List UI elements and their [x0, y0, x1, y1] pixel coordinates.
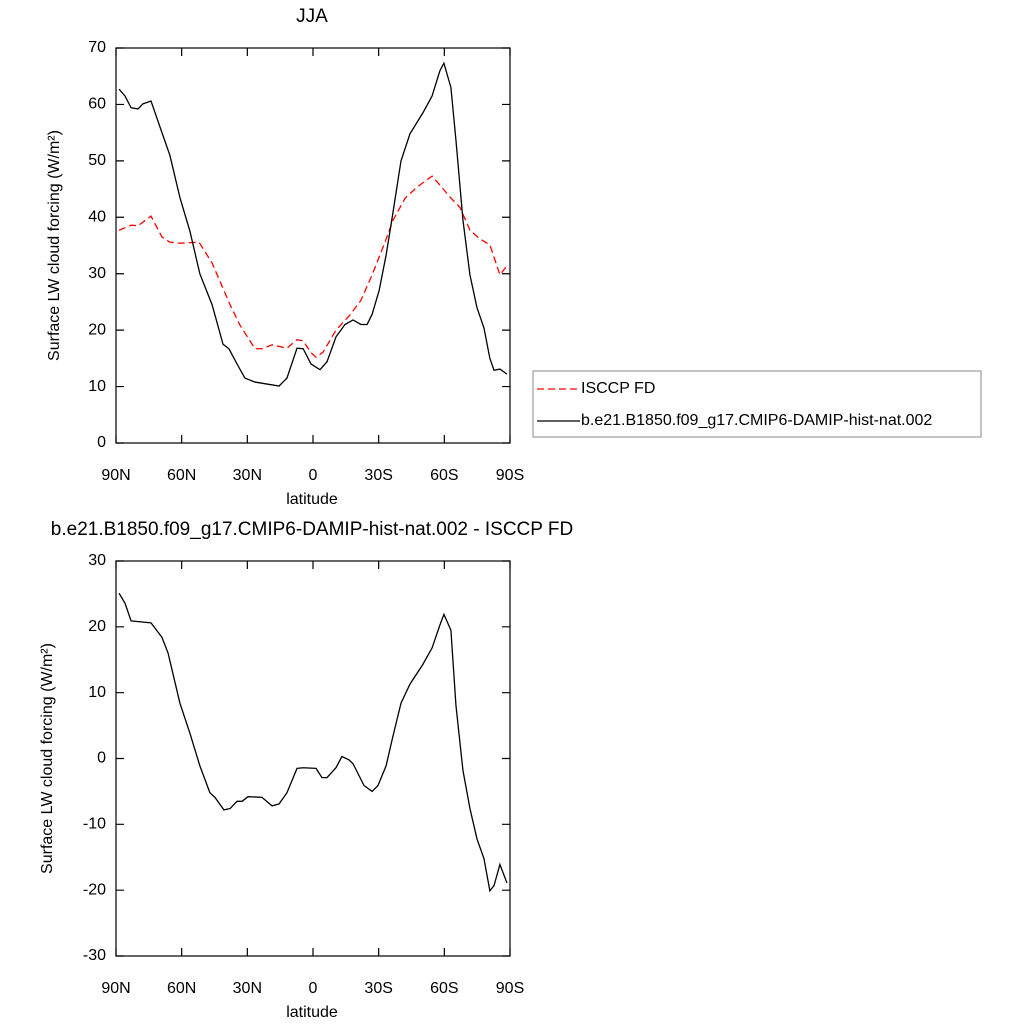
y-tick-label: 20	[88, 321, 106, 338]
y-tick-label: 40	[88, 209, 106, 226]
x-axis-label: latitude	[286, 491, 338, 508]
y-tick-label: 0	[97, 434, 106, 451]
y-tick-label: 30	[88, 265, 106, 282]
x-tick-label: 30N	[233, 467, 262, 484]
legend: ISCCP FD b.e21.B1850.f09_g17.CMIP6-DAMIP-…	[532, 370, 982, 438]
x-tick-label: 30S	[364, 467, 392, 484]
x-tick-label: 90S	[496, 980, 524, 997]
y-tick-label: -30	[83, 947, 106, 964]
plot-frame	[115, 560, 511, 957]
y-tick-label: 50	[88, 152, 106, 169]
y-tick-label: -20	[83, 881, 106, 898]
data-line	[118, 592, 508, 893]
data-line	[118, 175, 508, 359]
x-tick-label: 60S	[430, 980, 458, 997]
legend-box	[532, 370, 982, 438]
y-tick-label: 20	[88, 618, 106, 635]
legend-label: ISCCP FD	[581, 380, 655, 397]
x-tick-label: 0	[309, 980, 318, 997]
y-tick-label: -10	[83, 816, 106, 833]
x-tick-label: 30N	[233, 980, 262, 997]
x-tick-label: 60N	[167, 467, 196, 484]
chart-title: JJA	[296, 6, 328, 27]
y-tick-label: 10	[88, 378, 106, 395]
y-tick-label: 0	[97, 750, 106, 767]
x-tick-label: 90S	[496, 467, 524, 484]
y-axis-label: Surface LW cloud forcing (W/m²)	[46, 130, 63, 361]
y-tick-label: 10	[88, 684, 106, 701]
legend-label: b.e21.B1850.f09_g17.CMIP6-DAMIP-hist-nat…	[581, 412, 932, 429]
x-axis-label: latitude	[286, 1004, 338, 1021]
chart-title: b.e21.B1850.f09_g17.CMIP6-DAMIP-hist-nat…	[51, 519, 573, 540]
x-tick-label: 90N	[101, 980, 130, 997]
x-tick-label: 30S	[364, 980, 392, 997]
x-tick-label: 90N	[101, 467, 130, 484]
plot-frame	[115, 47, 511, 444]
x-tick-label: 0	[309, 467, 318, 484]
y-tick-label: 60	[88, 96, 106, 113]
y-axis-label: Surface LW cloud forcing (W/m²)	[39, 643, 56, 874]
y-tick-label: 30	[88, 552, 106, 569]
y-tick-label: 70	[88, 39, 106, 56]
data-line	[118, 61, 508, 387]
x-tick-label: 60S	[430, 467, 458, 484]
x-tick-label: 60N	[167, 980, 196, 997]
